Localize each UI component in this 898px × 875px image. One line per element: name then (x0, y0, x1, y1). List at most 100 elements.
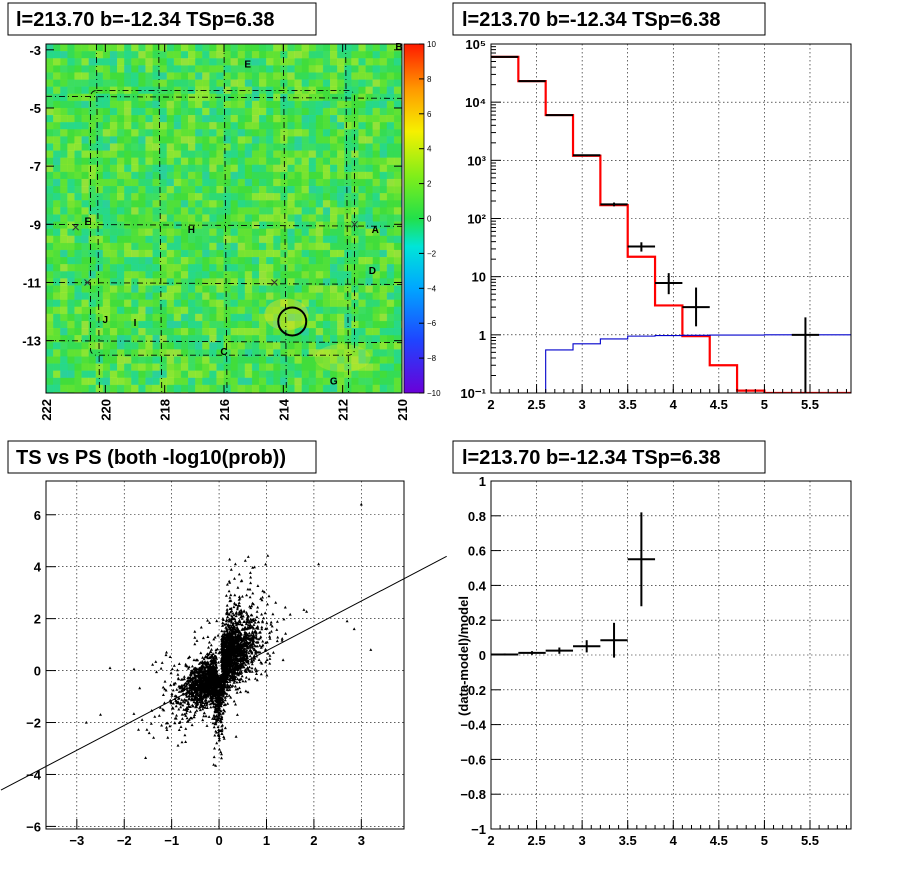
map-pixel (195, 320, 203, 329)
map-pixel (88, 356, 96, 364)
map-pixel (152, 164, 160, 173)
map-pixel (88, 171, 96, 180)
map-pixel (337, 264, 345, 272)
map-pixel (166, 129, 175, 137)
map-pixel (216, 100, 224, 109)
map-pixel (330, 107, 338, 116)
map-pixel (230, 58, 238, 66)
map-pixel (46, 221, 54, 229)
map-pixel (159, 249, 167, 258)
map-pixel (81, 228, 89, 236)
map-pixel (81, 221, 89, 229)
map-pixel (273, 58, 281, 66)
map-pixel (53, 122, 61, 130)
map-pixel (53, 342, 61, 350)
map-pixel (202, 44, 210, 52)
map-pixel (287, 257, 295, 265)
map-pixel (195, 271, 203, 279)
map-pixel (322, 356, 331, 364)
map-pixel (131, 100, 139, 109)
map-pixel (60, 391, 68, 393)
map-pixel (173, 285, 182, 293)
map-pixel (372, 115, 380, 123)
map-xtick-label: 220 (98, 399, 113, 421)
map-pixel (358, 100, 366, 109)
map-pixel (117, 228, 125, 236)
map-pixel (188, 58, 196, 66)
map-pixel (138, 150, 146, 158)
map-pixel (159, 214, 167, 222)
map-pixel (88, 306, 96, 315)
map-pixel (244, 384, 253, 393)
map-pixel (344, 306, 352, 315)
map-pixel (124, 51, 132, 59)
map-pixel (351, 143, 359, 151)
map-pixel (109, 58, 118, 66)
map-pixel (209, 186, 217, 194)
map-pixel (124, 384, 132, 393)
map-pixel (67, 370, 75, 378)
map-pixel (308, 306, 317, 315)
colorbar-tick-label: 10 (427, 40, 436, 49)
map-pixel (308, 193, 317, 201)
map-pixel (131, 249, 139, 258)
map-pixel (351, 328, 359, 336)
map-pixel (109, 171, 118, 180)
map-pixel (315, 193, 324, 201)
map-pixel (301, 257, 309, 265)
map-pixel (159, 264, 167, 272)
map-pixel (74, 384, 82, 393)
map-pixel (102, 51, 111, 59)
map-pixel (244, 58, 253, 66)
map-pixel (67, 100, 75, 109)
map-pixel (95, 122, 104, 130)
map-pixel (230, 320, 238, 329)
map-pixel (308, 136, 317, 144)
map-roi-box (90, 90, 355, 356)
map-pixel (322, 264, 331, 272)
map-pixel (344, 51, 352, 59)
map-pixel (173, 328, 182, 336)
map-pixel (67, 157, 75, 165)
map-pixel (273, 207, 281, 215)
map-pixel (67, 65, 75, 73)
map-pixel (195, 122, 203, 130)
map-pixel (95, 264, 104, 272)
map-pixel (294, 342, 302, 350)
map-pixel (138, 100, 146, 109)
map-pixel (195, 207, 203, 215)
residual-xtick-label: 3 (579, 833, 586, 848)
map-pixel (294, 278, 302, 286)
map-pixel (173, 79, 182, 87)
spectrum-xtick-label: 3.5 (619, 397, 637, 412)
map-pixel (152, 370, 160, 378)
map-pixel (195, 129, 203, 137)
map-pixel (102, 356, 111, 364)
map-pixel (67, 136, 75, 144)
map-pixel (216, 264, 224, 272)
map-pixel (322, 306, 331, 315)
map-pixel (379, 278, 388, 286)
map-pixel (81, 193, 89, 201)
map-pixel (280, 320, 288, 329)
map-pixel (344, 370, 352, 378)
map-pixel (308, 299, 317, 307)
map-pixel (173, 320, 182, 329)
map-pixel (237, 285, 246, 293)
map-pixel (202, 65, 210, 73)
map-pixel (102, 342, 111, 350)
map-pixel (166, 193, 175, 201)
map-pixel (46, 249, 54, 258)
map-pixel (46, 51, 54, 59)
map-pixel (216, 285, 224, 293)
map-pixel (358, 370, 366, 378)
map-pixel (81, 100, 89, 109)
map-pixel (372, 299, 380, 307)
map-pixel (188, 292, 196, 300)
map-pixel (131, 86, 139, 94)
map-pixel (280, 58, 288, 66)
map-pixel (230, 221, 238, 229)
map-pixel (180, 58, 189, 66)
map-pixel (67, 44, 75, 52)
map-pixel (195, 249, 203, 258)
